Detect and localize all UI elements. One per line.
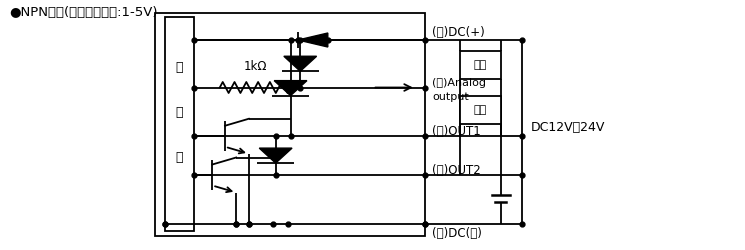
Bar xyxy=(460,50,501,80)
Bar xyxy=(155,12,425,236)
Text: 回: 回 xyxy=(176,106,183,119)
Text: DC12V～24V: DC12V～24V xyxy=(530,121,605,134)
Polygon shape xyxy=(259,148,292,163)
Text: ●NPN出力(アナログ出力:1-5V): ●NPN出力(アナログ出力:1-5V) xyxy=(10,6,158,19)
Text: 1kΩ: 1kΩ xyxy=(244,60,267,73)
Text: (黒)OUT1: (黒)OUT1 xyxy=(432,125,481,138)
Text: (橙)Analog
output: (橙)Analog output xyxy=(432,78,486,102)
Bar xyxy=(460,96,501,124)
Polygon shape xyxy=(274,80,307,96)
Polygon shape xyxy=(284,56,317,71)
Text: (茶)DC(+): (茶)DC(+) xyxy=(432,26,485,39)
Text: 負荷: 負荷 xyxy=(474,60,486,70)
Text: 路: 路 xyxy=(176,151,183,164)
Text: (青)DC(－): (青)DC(－) xyxy=(432,227,482,240)
Polygon shape xyxy=(298,33,328,47)
Bar xyxy=(165,18,194,231)
Text: 負荷: 負荷 xyxy=(474,105,486,115)
Text: 主: 主 xyxy=(176,61,183,74)
Text: (白)OUT2: (白)OUT2 xyxy=(432,164,481,176)
